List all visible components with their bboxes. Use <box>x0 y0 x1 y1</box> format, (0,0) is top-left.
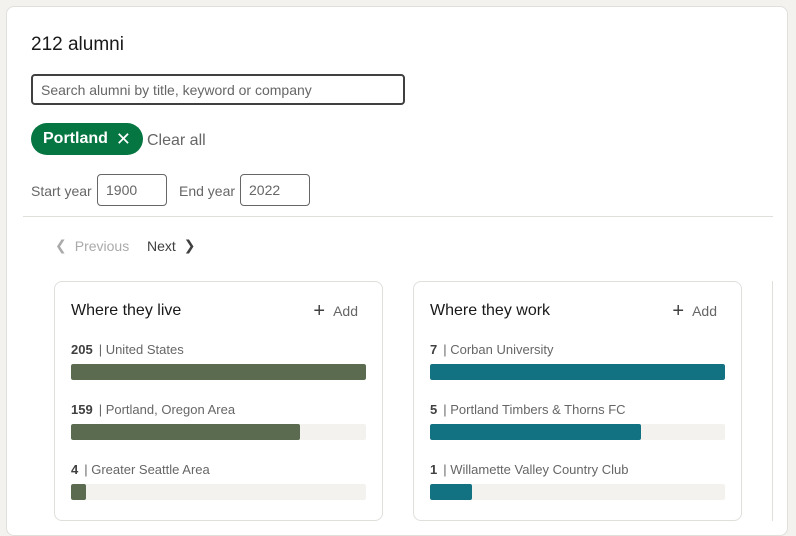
previous-button[interactable]: ❮ Previous <box>55 237 129 254</box>
plus-icon: + <box>313 300 326 322</box>
row-count: 205 <box>71 342 93 357</box>
close-icon[interactable]: ✕ <box>115 129 131 149</box>
row-count: 1 <box>430 462 438 477</box>
row-label: | United States <box>98 342 184 357</box>
add-label: Add <box>692 303 717 319</box>
row-label: | Portland, Oregon Area <box>98 402 236 417</box>
end-year-input[interactable] <box>240 174 310 206</box>
bar-fill <box>71 424 300 440</box>
row-count: 5 <box>430 402 438 417</box>
plus-icon: + <box>672 300 685 322</box>
card-title: Where they work <box>430 302 551 319</box>
list-item[interactable]: 5 | Portland Timbers & Thorns FC <box>430 402 725 440</box>
card-title: Where they live <box>71 302 182 319</box>
divider <box>23 216 773 217</box>
page-title: 212 alumni <box>31 34 124 55</box>
row-count: 159 <box>71 402 93 417</box>
bar-track <box>71 424 366 440</box>
bar-fill <box>71 364 366 380</box>
row-count: 7 <box>430 342 438 357</box>
bar-fill <box>430 484 473 500</box>
end-year-label: End year <box>179 183 236 199</box>
next-label: Next <box>147 237 176 254</box>
next-card-edge <box>772 281 787 521</box>
previous-label: Previous <box>74 237 130 254</box>
list-item[interactable]: 159 | Portland, Oregon Area <box>71 402 366 440</box>
alumni-panel: 212 alumni Portland ✕ Clear all Start ye… <box>6 6 788 536</box>
chevron-right-icon: ❯ <box>183 237 196 253</box>
list-item[interactable]: 205 | United States <box>71 342 366 380</box>
next-button[interactable]: Next ❯ <box>147 237 196 254</box>
bar-track <box>71 364 366 380</box>
start-year-label: Start year <box>31 183 92 199</box>
filter-chip-portland[interactable]: Portland ✕ <box>31 123 143 155</box>
add-company-button[interactable]: + Add <box>672 301 717 321</box>
row-count: 4 <box>71 462 79 477</box>
clear-all-button[interactable]: Clear all <box>147 132 206 149</box>
bar-track <box>430 484 725 500</box>
bar-track <box>430 364 725 380</box>
bar-fill <box>430 364 725 380</box>
bar-track <box>71 484 366 500</box>
list-item[interactable]: 7 | Corban University <box>430 342 725 380</box>
bar-track <box>430 424 725 440</box>
search-input[interactable] <box>31 74 405 105</box>
add-location-button[interactable]: + Add <box>313 301 358 321</box>
list-item[interactable]: 4 | Greater Seattle Area <box>71 462 366 500</box>
where-they-work-card: Where they work + Add 7 | Corban Universi… <box>413 281 742 521</box>
chevron-left-icon: ❮ <box>55 237 67 253</box>
row-label: | Willamette Valley Country Club <box>443 462 629 477</box>
row-label: | Corban University <box>443 342 554 357</box>
row-label: | Greater Seattle Area <box>84 462 210 477</box>
row-label: | Portland Timbers & Thorns FC <box>443 402 626 417</box>
bar-fill <box>71 484 86 500</box>
add-label: Add <box>333 303 358 319</box>
where-they-live-card: Where they live + Add 205 | United States… <box>54 281 383 521</box>
bar-fill <box>430 424 641 440</box>
list-item[interactable]: 1 | Willamette Valley Country Club <box>430 462 725 500</box>
filter-chip-label: Portland <box>43 130 108 147</box>
start-year-input[interactable] <box>97 174 167 206</box>
